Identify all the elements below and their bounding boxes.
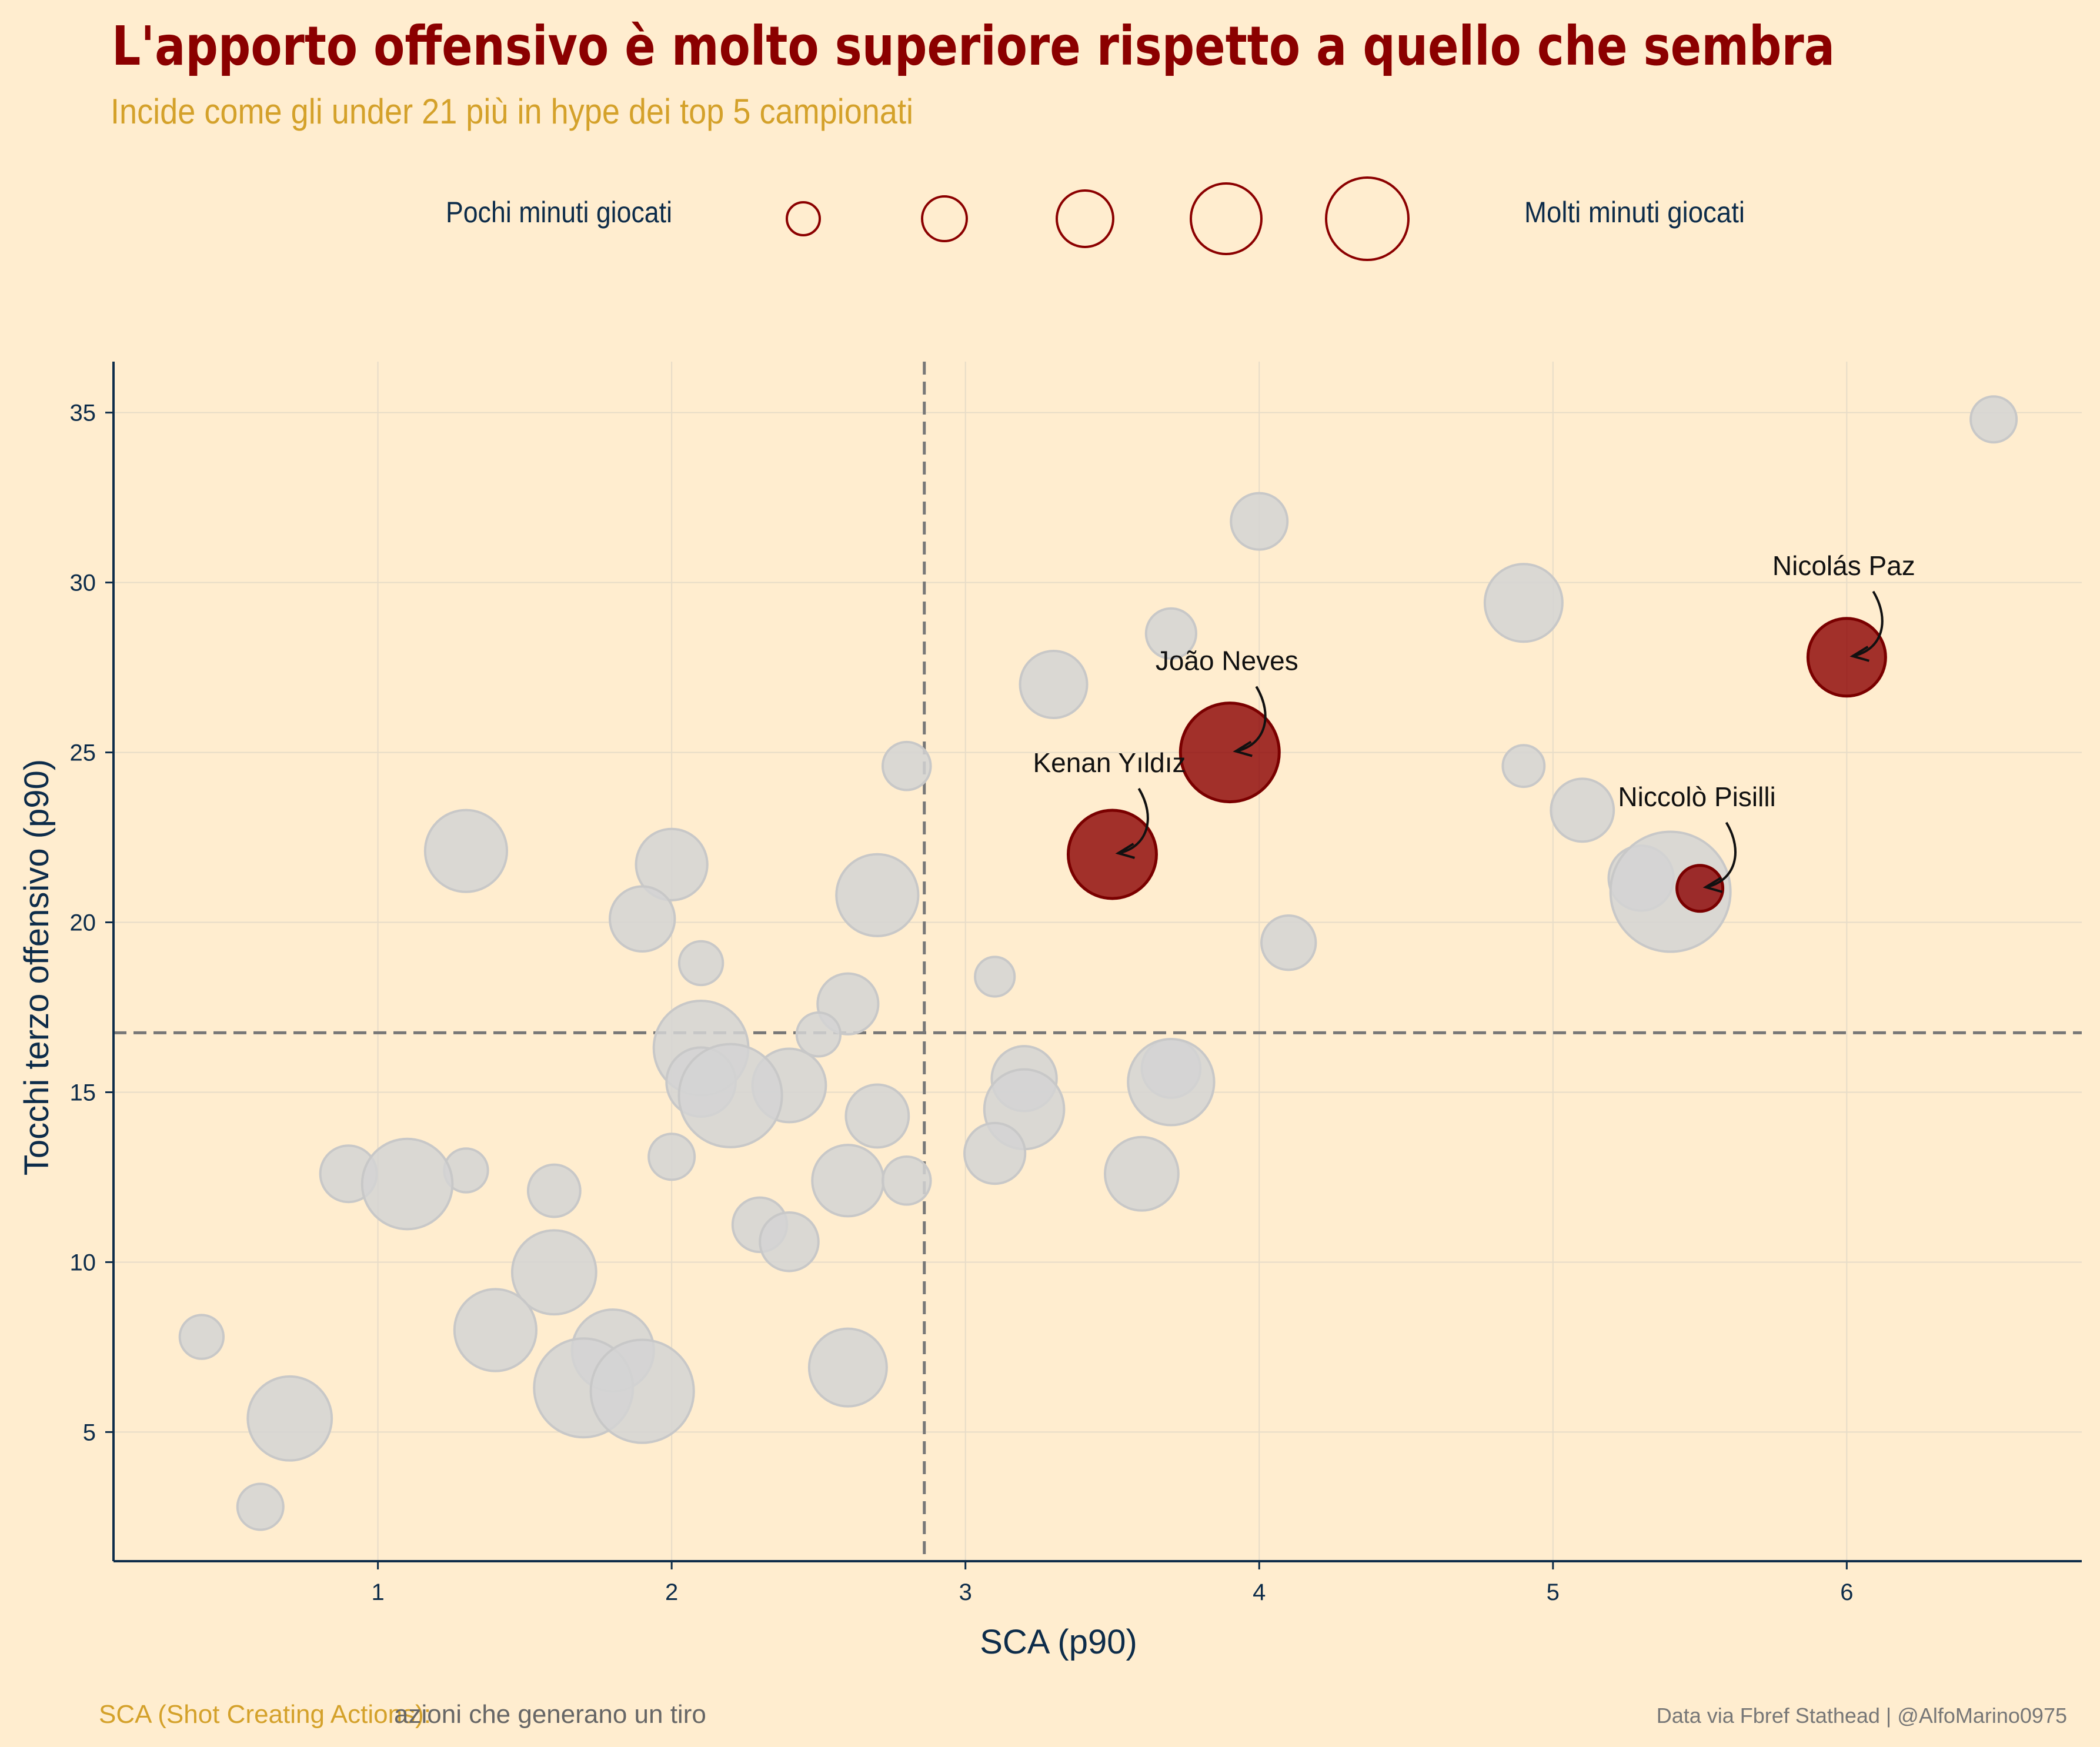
point-other-27 [844,1083,910,1149]
y-tick-label-2: 15 [70,1080,96,1105]
annotation-arrowhead-0 [1849,646,1869,662]
points-other [178,395,2018,1531]
annotation-label-3: Niccolò Pisilli [1618,781,1775,812]
x-tick-label-2: 3 [959,1579,972,1605]
y-tick-label-1: 10 [70,1250,96,1275]
point-other-28 [963,1121,1027,1185]
point-other-31 [1104,1135,1180,1212]
x-tick-label-4: 5 [1547,1579,1560,1605]
point-other-25 [677,1043,783,1148]
point-other-24 [1127,1037,1216,1127]
point-other-12 [835,853,920,937]
point-other-4 [1019,650,1089,720]
point-other-45 [178,1314,225,1360]
point-other-1 [1230,492,1289,551]
footer-key: SCA (Shot Creating Actions): [99,1700,431,1729]
point-other-8 [423,809,509,893]
point-other-36 [526,1163,582,1218]
annotation-arrowhead-3 [1702,877,1723,893]
point-other-9 [635,827,709,901]
annotations: Nicolás Paz João Neves Kenan Yıldız Niccolò… [1033,550,1915,893]
point-other-44 [589,1338,695,1444]
point-other-11 [1609,830,1732,953]
footer-credit: Data via Fbref Stathead | @AlfoMarino097… [1657,1703,2067,1728]
point-other-42 [807,1327,888,1408]
annotation-label-1: João Neves [1156,646,1298,676]
point-other-15 [677,940,725,987]
point-highlight-0 [1806,617,1887,698]
plot-area: Nicolás Paz João Neves Kenan Yıldız Niccolò… [70,362,2082,1605]
y-tick-label-0: 5 [83,1419,96,1445]
grid [113,362,2082,1561]
points-highlight [1066,617,1887,913]
legend-circle-4 [1325,176,1410,261]
x-tick-label-0: 1 [371,1579,384,1605]
point-other-5 [881,740,932,791]
annotation-label-0: Nicolás Paz [1772,550,1915,581]
x-tick-label-5: 6 [1840,1579,1853,1605]
point-highlight-2 [1066,809,1158,900]
y-tick-label-5: 30 [70,570,96,596]
point-other-33 [811,1144,885,1218]
point-other-7 [1550,777,1615,843]
annotation-arrowhead-2 [1115,843,1136,859]
point-other-16 [974,956,1016,998]
chart-subtitle: Incide come gli under 21 più in hype dei… [111,92,913,131]
legend-circle-3 [1190,182,1263,255]
point-other-35 [360,1137,454,1231]
point-other-46 [246,1375,333,1462]
annotation-arrow-2 [1118,787,1149,854]
point-highlight-1 [1178,702,1281,804]
point-other-6 [1501,744,1546,789]
legend-circle-0 [786,201,821,236]
size-legend: Pochi minuti giocati Molti minuti giocat… [446,176,1745,261]
x-tick-label-1: 2 [665,1579,678,1605]
annotation-arrow-1 [1235,686,1267,753]
legend-circle-2 [1056,189,1114,248]
annotation-arrow-0 [1852,590,1884,657]
axes [112,362,2082,1562]
reference-lines [113,362,2082,1561]
annotation-arrowhead-1 [1233,740,1253,757]
y-axis-label: Tocchi terzo offensivo (p90) [18,759,56,1175]
point-other-14 [1260,914,1317,971]
y-tick-label-3: 20 [70,910,96,936]
point-other-18 [795,1011,842,1058]
x-axis-label: SCA (p90) [980,1623,1137,1661]
point-other-3 [1144,607,1197,660]
point-other-38 [759,1211,820,1272]
legend-left-label: Pochi minuti giocati [446,196,672,229]
point-other-29 [647,1133,696,1181]
y-tick-label-4: 25 [70,740,96,766]
point-other-40 [453,1288,538,1372]
point-other-13 [608,885,676,953]
legend-circles [786,176,1410,261]
x-tick-label-3: 4 [1253,1579,1266,1605]
point-other-39 [510,1229,597,1316]
legend-right-label: Molti minuti giocati [1524,196,1745,229]
y-tick-label-6: 35 [70,400,96,426]
chart-title: L'apporto offensivo è molto superiore ri… [112,15,1835,78]
annotation-arrow-3 [1705,821,1737,888]
annotation-label-2: Kenan Yıldız [1033,747,1186,778]
point-other-34 [881,1155,932,1206]
point-highlight-3 [1675,864,1725,913]
point-other-0 [1969,395,2018,444]
point-other-2 [1483,563,1564,643]
legend-circle-1 [921,195,968,242]
footer-note: azioni che generano un tiro [394,1700,706,1729]
ticks: 1 2 3 4 5 6 5 10 15 20 25 30 35 [70,400,1854,1605]
point-other-47 [236,1482,285,1531]
